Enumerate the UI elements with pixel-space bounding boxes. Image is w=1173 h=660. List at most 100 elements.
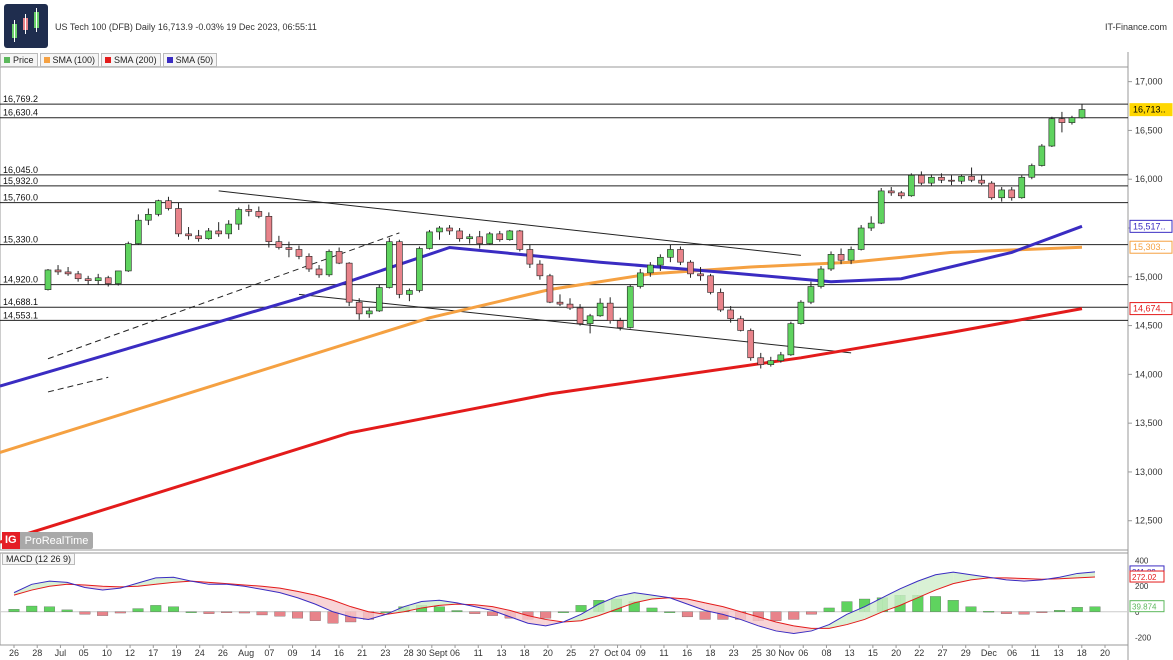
chart-title: US Tech 100 (DFB) Daily 16,713.9 -0.03% … <box>55 22 317 32</box>
candle-down <box>1008 189 1016 199</box>
candle-down <box>315 268 323 276</box>
x-tick-label: 06 <box>798 648 808 658</box>
legend-sma100-label: SMA (100) <box>52 55 96 65</box>
macd-histogram-bar <box>114 611 126 614</box>
candle-down <box>606 302 614 321</box>
y-tick-label: 14,000 <box>1135 369 1163 379</box>
candle-down <box>717 292 724 311</box>
macd-cloud <box>917 574 936 598</box>
macd-histogram-bar <box>930 596 941 612</box>
x-tick-label: 16 <box>334 648 344 658</box>
macd-histogram-bar <box>681 611 693 618</box>
y-tick-label: 13,000 <box>1135 467 1163 477</box>
legend-sma200-swatch <box>105 57 112 63</box>
macd-histogram-bar <box>823 607 835 612</box>
candle-up <box>325 251 333 276</box>
macd-histogram-bar <box>646 607 658 612</box>
candle-down <box>456 230 463 240</box>
macd-cloud <box>758 616 777 631</box>
macd-cloud <box>31 581 50 591</box>
level-label: 16,045.0 <box>3 165 38 175</box>
candle-down <box>978 179 985 184</box>
candle-up <box>797 301 805 324</box>
level-label: 14,920.0 <box>3 275 38 285</box>
x-tick-label: 13 <box>1054 648 1064 658</box>
candle-down <box>215 230 222 235</box>
macd-cloud <box>722 606 741 620</box>
candle-up <box>426 231 433 249</box>
macd-histogram-bar <box>274 611 286 617</box>
candle-down <box>616 320 624 328</box>
x-tick-label: 13 <box>496 648 506 658</box>
macd-histogram-bar <box>947 600 959 612</box>
x-tick-label: 27 <box>938 648 948 658</box>
candle-down <box>897 192 905 197</box>
candle-down <box>496 233 504 241</box>
macd-right-label-box <box>1129 600 1165 613</box>
candle-up <box>787 323 795 356</box>
candle-up <box>416 248 423 291</box>
macd-histogram-bar <box>1000 611 1012 614</box>
macd-histogram-bar <box>185 611 197 613</box>
candle-up <box>124 243 132 272</box>
candle-down <box>245 209 253 212</box>
trendline <box>298 293 852 354</box>
candle-down <box>335 251 343 264</box>
right-label-text: 14,674.. <box>1133 304 1166 314</box>
y-tick-label: 17,000 <box>1135 77 1163 87</box>
macd-histogram-bar <box>965 606 977 612</box>
macd-histogram-bar <box>79 611 91 615</box>
candle-down <box>175 208 182 235</box>
ig-badge: IG <box>2 532 20 549</box>
legend-sma200[interactable]: SMA (200) <box>101 53 161 67</box>
macd-histogram-bar <box>1054 610 1066 612</box>
macd-histogram-bar <box>664 611 676 613</box>
candle-down <box>556 301 564 305</box>
level-label: 16,769.2 <box>3 94 38 104</box>
candle-down <box>285 247 293 250</box>
candle-up <box>135 219 142 244</box>
macd-histogram-bar <box>238 611 250 614</box>
right-label-box <box>1129 219 1173 233</box>
legend-price-swatch <box>4 57 10 63</box>
x-tick-label: 15 <box>868 648 878 658</box>
level-label: 15,760.0 <box>3 193 38 203</box>
macd-histogram-bar <box>292 611 304 619</box>
x-tick-label: 19 <box>171 648 181 658</box>
candle-up <box>235 209 243 225</box>
candle-down <box>476 236 483 244</box>
candle-down <box>707 275 714 293</box>
price-chart[interactable]: 17,00016,50016,00015,50015,00014,50014,0… <box>0 52 1173 660</box>
legend-sma50-swatch <box>166 57 173 63</box>
macd-histogram-bar <box>256 611 268 616</box>
macd-label[interactable]: MACD (12 26 9) <box>2 553 76 565</box>
candle-down <box>185 233 192 237</box>
x-tick-label: 06 <box>450 648 460 658</box>
x-tick-label: 22 <box>914 648 924 658</box>
candle-down <box>697 273 704 277</box>
candle-up <box>365 310 373 315</box>
legend-sma50-label: SMA (50) <box>175 55 214 65</box>
candle-down <box>837 254 845 261</box>
macd-cloud <box>138 577 156 587</box>
x-tick-label: 14 <box>311 648 321 658</box>
macd-cloud <box>350 606 369 620</box>
y-tick-label: 16,000 <box>1135 174 1163 184</box>
legend-sma50[interactable]: SMA (50) <box>162 53 218 67</box>
candle-up <box>1028 165 1036 178</box>
prorealtime-watermark: IG ProRealTime <box>2 532 94 549</box>
candle-up <box>386 241 393 288</box>
candle-down <box>677 249 684 263</box>
x-tick-label: 16 <box>682 648 692 658</box>
x-tick-label: 18 <box>1077 648 1087 658</box>
x-tick-label: 27 <box>589 648 599 658</box>
macd-cloud <box>970 574 989 580</box>
legend-sma100[interactable]: SMA (100) <box>39 53 100 67</box>
candle-up <box>777 354 785 362</box>
legend-price[interactable]: Price <box>0 53 38 67</box>
right-value-label: 15,517.. <box>1129 219 1173 233</box>
macd-cloud <box>846 606 865 625</box>
y-tick-label: 16,500 <box>1135 125 1163 135</box>
candle-down <box>396 241 403 295</box>
candle-up <box>94 277 102 281</box>
